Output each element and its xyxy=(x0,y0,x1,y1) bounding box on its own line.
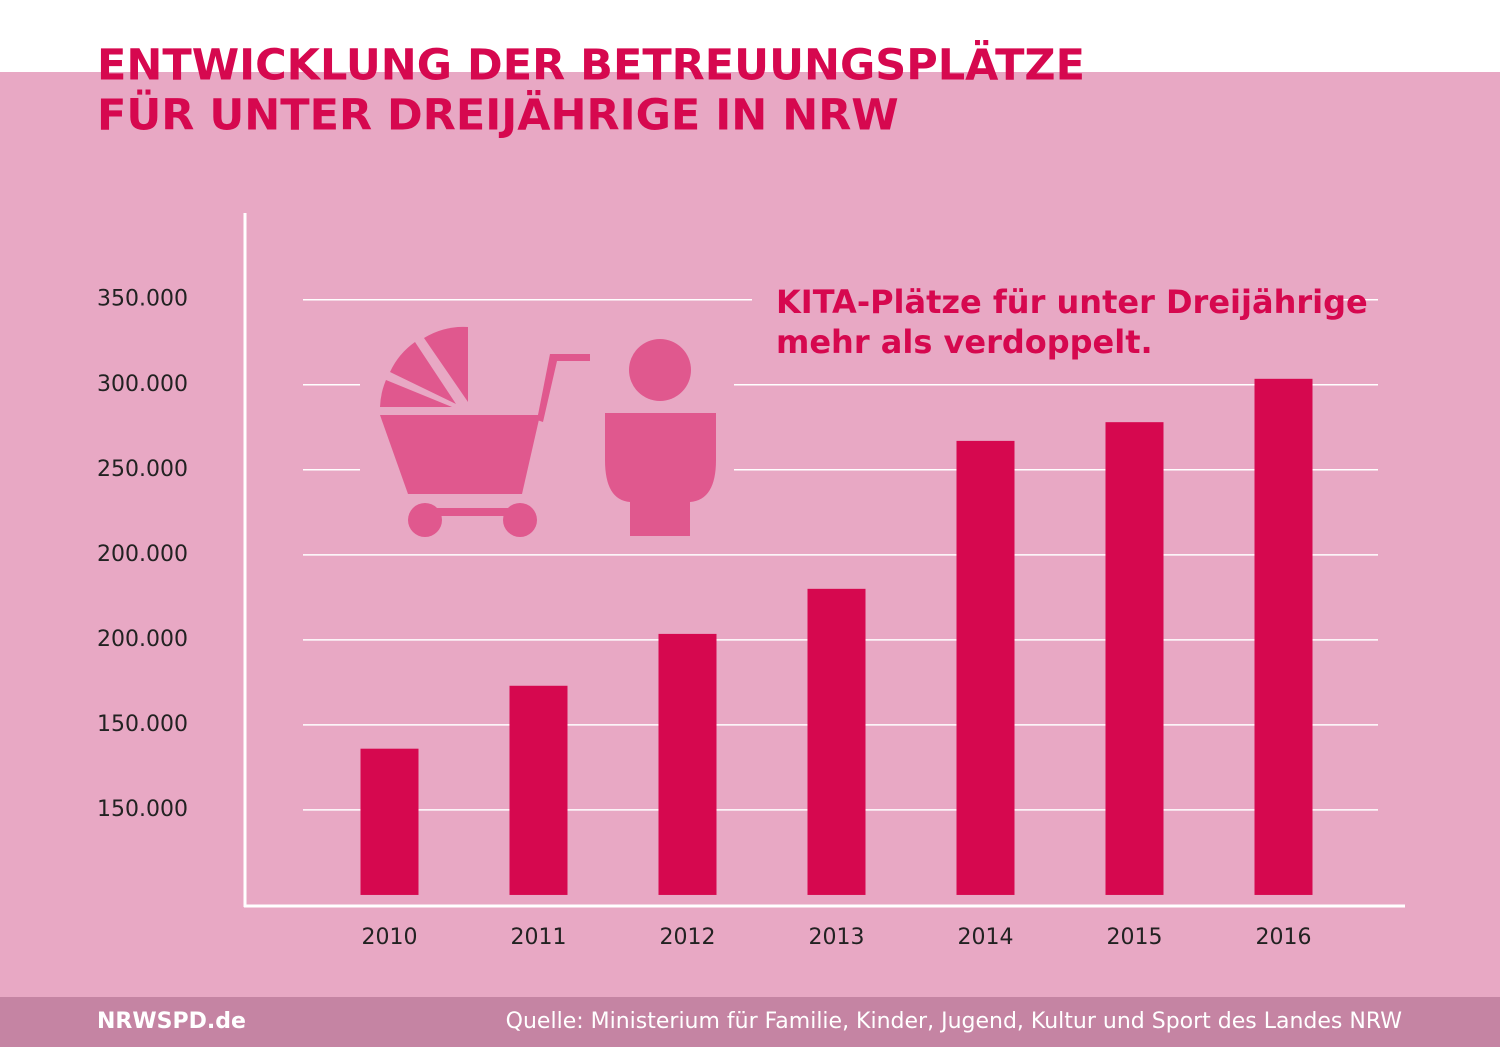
top-band xyxy=(0,0,1500,72)
x-tick-label: 2011 xyxy=(511,925,567,950)
x-tick-label: 2016 xyxy=(1256,925,1312,950)
bar xyxy=(658,633,717,895)
x-tick-label: 2014 xyxy=(958,925,1014,950)
y-tick-label: 300.000 xyxy=(97,372,188,397)
y-tick-label: 250.000 xyxy=(97,457,188,482)
bar xyxy=(956,440,1015,895)
chart-title: FÜR UNTER DREIJÄHRIGE IN NRW xyxy=(97,90,899,141)
footer-brand: NRWSPD.de xyxy=(97,1009,246,1034)
footer-band xyxy=(0,997,1500,1047)
x-tick-label: 2012 xyxy=(660,925,716,950)
bar xyxy=(360,748,419,895)
y-tick-label: 350.000 xyxy=(97,287,188,312)
background xyxy=(0,72,1500,997)
y-tick-label: 150.000 xyxy=(97,712,188,737)
annotation: KITA-Plätze für unter Dreijährige xyxy=(776,283,1368,321)
x-tick-label: 2015 xyxy=(1107,925,1163,950)
annotation: mehr als verdoppelt. xyxy=(776,323,1153,361)
bars xyxy=(360,378,1313,895)
y-tick-label: 200.000 xyxy=(97,627,188,652)
person-icon xyxy=(605,339,716,536)
footer-source: Quelle: Ministerium für Familie, Kinder,… xyxy=(506,1009,1403,1034)
bar xyxy=(807,588,866,895)
annotation-backdrop xyxy=(752,280,1334,370)
bar xyxy=(1105,422,1164,895)
y-tick-label: 150.000 xyxy=(97,797,188,822)
chart-title: ENTWICKLUNG DER BETREUUNGSPLÄTZE xyxy=(97,40,1085,91)
x-tick-label: 2013 xyxy=(809,925,865,950)
bar xyxy=(1254,378,1313,895)
y-tick-label: 200.000 xyxy=(97,542,188,567)
bar xyxy=(509,685,568,895)
x-tick-label: 2010 xyxy=(362,925,418,950)
pram-icon xyxy=(380,326,590,537)
